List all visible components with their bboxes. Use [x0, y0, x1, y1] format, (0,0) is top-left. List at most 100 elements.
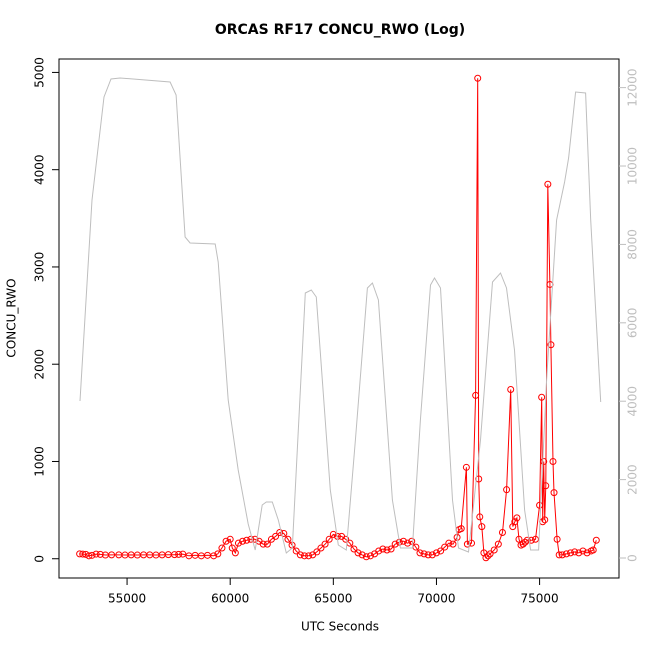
data-point: [362, 553, 370, 561]
data-point: [449, 540, 457, 548]
data-point: [239, 537, 247, 545]
data-point: [544, 180, 552, 188]
data-point: [555, 551, 563, 559]
data-point: [300, 552, 308, 560]
data-point: [521, 538, 529, 546]
data-point: [96, 550, 104, 558]
data-point: [519, 540, 527, 548]
data-point: [498, 528, 506, 536]
data-point: [558, 551, 566, 559]
data-point: [325, 535, 333, 543]
data-point: [210, 552, 218, 560]
data-point: [562, 550, 570, 558]
data-point: [342, 535, 350, 543]
y-tick-label: 0: [33, 555, 47, 563]
data-point: [472, 391, 480, 399]
data-point: [226, 535, 234, 543]
data-point: [366, 552, 374, 560]
data-point: [478, 523, 486, 531]
data-point: [549, 457, 557, 465]
x-tick-label: 60000: [211, 592, 249, 606]
y-axis-label: CONCU_RWO: [5, 278, 19, 357]
series-line: [79, 78, 597, 559]
data-point: [424, 551, 432, 559]
data-point: [408, 537, 416, 545]
data-point: [445, 539, 453, 547]
data-point: [379, 545, 387, 553]
data-point: [321, 540, 329, 548]
data-point: [486, 550, 494, 558]
x-tick-label: 75000: [520, 592, 558, 606]
data-point: [523, 536, 531, 544]
data-point: [538, 393, 546, 401]
x-tick-label: 55000: [108, 592, 146, 606]
y-tick-label: 5000: [33, 57, 47, 88]
plot-box: [58, 58, 620, 579]
data-point: [536, 501, 544, 509]
x-tick-label: 65000: [314, 592, 352, 606]
data-point: [463, 540, 471, 548]
data-point: [416, 549, 424, 557]
data-point: [428, 551, 436, 559]
data-point: [284, 535, 292, 543]
data-point: [313, 548, 321, 556]
data-point: [490, 546, 498, 554]
data-point: [263, 540, 271, 548]
data-point: [575, 549, 583, 557]
data-point: [482, 554, 490, 562]
data-point: [296, 551, 304, 559]
data-point: [475, 475, 483, 483]
data-point: [387, 545, 395, 553]
data-point: [234, 539, 242, 547]
y-tick-label: 4000: [33, 154, 47, 185]
data-point: [88, 551, 96, 559]
y2-tick-label: 4000: [626, 386, 640, 417]
y-tick-label: 1000: [33, 446, 47, 477]
data-point: [494, 540, 502, 548]
data-point: [527, 536, 535, 544]
data-point: [571, 548, 579, 556]
data-point: [550, 489, 558, 497]
chart-title: ORCAS RF17 CONCU_RWO (Log): [215, 22, 465, 38]
data-point: [484, 552, 492, 560]
data-point: [280, 529, 288, 537]
data-point: [503, 486, 511, 494]
data-point: [92, 550, 100, 558]
data-point: [317, 544, 325, 552]
data-point: [567, 549, 575, 557]
data-point: [513, 514, 521, 522]
data-point: [541, 516, 549, 524]
data-point: [432, 549, 440, 557]
data-point: [437, 547, 445, 555]
data-point: [476, 513, 484, 521]
y-tick-label: 2000: [33, 349, 47, 380]
data-point: [540, 457, 548, 465]
x-axis-label: UTC Seconds: [301, 620, 379, 634]
data-point: [218, 544, 226, 552]
data-point: [553, 535, 561, 543]
data-point: [511, 518, 519, 526]
data-point: [420, 550, 428, 558]
data-point: [547, 341, 555, 349]
data-point: [79, 550, 87, 558]
data-point: [474, 74, 482, 82]
data-point: [462, 463, 470, 471]
series-line: [79, 77, 602, 554]
data-point: [272, 532, 280, 540]
x-tick-label: 70000: [417, 592, 455, 606]
data-point: [399, 537, 407, 545]
y2-tick-label: 2000: [626, 464, 640, 495]
data-point: [542, 482, 550, 490]
data-point: [179, 550, 187, 558]
y2-tick-label: 8000: [626, 229, 640, 260]
data-point: [391, 540, 399, 548]
data-point: [375, 547, 383, 555]
data-point: [243, 536, 251, 544]
data-point: [231, 549, 239, 557]
data-point: [292, 547, 300, 555]
data-point: [592, 536, 600, 544]
y2-tick-label: 12000: [626, 69, 640, 107]
data-point: [583, 549, 591, 557]
data-point: [589, 546, 597, 554]
